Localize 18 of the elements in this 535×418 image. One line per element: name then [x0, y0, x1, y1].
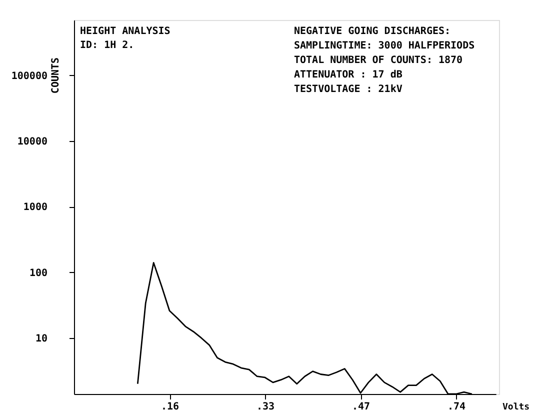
y-tick-label: 10 — [35, 333, 48, 344]
text: ID: 1H 2. — [80, 40, 134, 51]
y-tick-label: 10000 — [17, 136, 48, 148]
y-axis-title: COUNTS — [50, 57, 62, 94]
annotation: TOTAL NUMBER OF COUNTS: 1870 — [294, 55, 463, 66]
x-tick-label: .16 — [160, 402, 180, 412]
y-tick-label: 100 — [29, 268, 48, 279]
annotation: TESTVOLTAGE : 21kV — [294, 84, 402, 95]
y-tick-label: 100000 — [11, 70, 48, 82]
annotation: SAMPLINGTIME: 3000 HALFPERIODS — [294, 40, 475, 52]
annotation: ATTENUATOR : 17 dB — [294, 70, 402, 80]
text: HEIGHT ANALYSIS — [80, 26, 170, 37]
annotation: NEGATIVE GOING DISCHARGES: — [294, 26, 451, 37]
x-tick-label: .74 — [447, 402, 466, 412]
y-tick-label: 1000 — [23, 202, 48, 214]
x-tick-label: .33 — [256, 402, 275, 412]
x-tick-label: .47 — [352, 402, 370, 412]
x-axis-title: Volts — [502, 402, 530, 412]
